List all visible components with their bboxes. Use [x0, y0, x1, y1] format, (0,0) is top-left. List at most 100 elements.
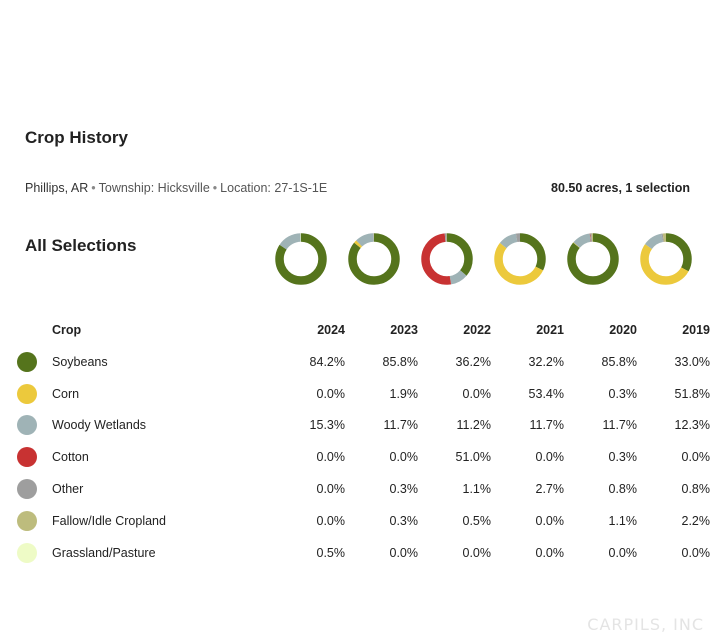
crop-percent-cell: 36.2% [455, 354, 491, 369]
crop-percent-cell: 0.3% [608, 450, 638, 465]
year-header: 2023 [390, 323, 418, 337]
crop-percent-cell: 0.0% [462, 545, 492, 560]
crop-name: Corn [52, 386, 80, 401]
year-header: 2024 [317, 323, 345, 337]
crop-percent-cell: 0.0% [462, 386, 492, 401]
donut-chart-2024 [275, 233, 327, 285]
crop-percent-cell: 0.5% [316, 545, 346, 560]
crop-percent-cell: 0.0% [389, 450, 419, 465]
swatch-header [0, 314, 52, 346]
donut-slice-other [494, 233, 546, 285]
swatch-cell [0, 378, 52, 410]
table-row: Woody Wetlands 15.3% 11.7% 11.2% 11.7% 11.7% 1… [0, 410, 710, 442]
crop-percent-cell: 15.3% [309, 418, 345, 433]
crop-color-swatch [17, 383, 37, 404]
crop-percent-cell: 0.8% [608, 482, 638, 497]
crop-percent-cell: 11.7% [383, 418, 418, 433]
crop-percent-cell: 0.0% [316, 513, 346, 528]
table-row: Soybeans 84.2% 85.8% 36.2% 32.2% 85.8% 33.0% [0, 346, 710, 378]
donut-chart-2022 [421, 233, 473, 285]
year-header: 2019 [682, 323, 710, 337]
table-row: Fallow/Idle Cropland 0.0% 0.3% 0.5% 0.0% 1.1%… [0, 505, 710, 537]
donut-slice-fallow-idle-cropland [567, 233, 619, 285]
table-row: Other 0.0% 0.3% 1.1% 2.7% 0.8% 0.8% [0, 473, 710, 505]
crop-percent-cell: 2.2% [681, 513, 711, 528]
crop-name: Grassland/Pasture [52, 545, 156, 560]
crop-history-table: Crop 2024 2023 2022 2021 2020 2019 Soybe… [0, 314, 710, 569]
donut-slice-woody-wetlands [348, 233, 400, 285]
crop-percent-cell: 0.0% [535, 450, 565, 465]
year-header: 2020 [609, 323, 637, 337]
crop-color-swatch [17, 479, 37, 500]
crop-color-swatch [17, 510, 37, 531]
crop-percent-cell: 0.0% [608, 545, 638, 560]
location-label: Location: 27-1S-1E [220, 181, 328, 195]
crop-percent-cell: 11.7% [602, 418, 637, 433]
crop-percent-cell: 0.8% [681, 482, 711, 497]
crop-name: Other [52, 482, 84, 497]
crop-percent-cell: 85.8% [382, 354, 418, 369]
crop-percent-cell: 0.0% [316, 386, 346, 401]
crop-percent-cell: 0.3% [389, 482, 419, 497]
donut-slice-corn [494, 233, 546, 285]
crop-color-swatch [17, 351, 37, 372]
year-header: 2022 [463, 323, 491, 337]
donut-chart-2021 [494, 233, 546, 285]
crop-name: Soybeans [52, 354, 108, 369]
separator-dot: • [212, 181, 218, 195]
location-line: Phillips, AR • Township: Hicksville • Locati… [25, 181, 327, 195]
crop-column-header: Crop [52, 323, 82, 337]
crop-percent-cell: 1.9% [389, 386, 419, 401]
crop-percent-cell: 51.0% [455, 450, 491, 465]
crop-color-swatch [17, 447, 37, 468]
crop-percent-cell: 0.0% [681, 545, 711, 560]
selections-title: All Selections [25, 236, 137, 255]
crop-percent-cell: 0.0% [535, 545, 565, 560]
crop-percent-cell: 0.3% [608, 386, 638, 401]
swatch-cell [0, 473, 52, 505]
crop-color-swatch [17, 415, 37, 436]
crop-percent-cell: 33.0% [674, 354, 710, 369]
donut-slice-fallow-idle-cropland [640, 233, 692, 285]
table-row: Cotton 0.0% 0.0% 51.0% 0.0% 0.3% 0.0% [0, 441, 710, 473]
crop-percent-cell: 0.0% [535, 513, 565, 528]
donut-slice-woody-wetlands [275, 233, 327, 285]
township-label: Township: Hicksville [98, 181, 210, 195]
swatch-cell [0, 410, 52, 442]
donut-slice-cotton [421, 233, 473, 285]
crop-percent-cell: 53.4% [528, 386, 564, 401]
donut-slice-corn [640, 233, 692, 285]
crop-percent-cell: 51.8% [674, 386, 710, 401]
swatch-cell [0, 346, 52, 378]
donut-chart-2020 [567, 233, 619, 285]
swatch-cell [0, 537, 52, 569]
crop-percent-cell: 84.2% [309, 354, 345, 369]
crop-percent-cell: 1.1% [608, 513, 638, 528]
page-title: Crop History [25, 128, 128, 147]
donut-chart-2023 [348, 233, 400, 285]
county-label: Phillips, AR [25, 181, 89, 195]
separator-dot: • [91, 181, 96, 195]
crop-name: Woody Wetlands [52, 418, 147, 433]
crop-percent-cell: 1.1% [462, 482, 492, 497]
crop-percent-cell: 11.2% [456, 418, 491, 433]
crop-percent-cell: 0.0% [316, 450, 346, 465]
crop-percent-cell: 12.3% [674, 418, 710, 433]
table-row: Grassland/Pasture 0.5% 0.0% 0.0% 0.0% 0.0% 0.0… [0, 537, 710, 569]
year-header: 2021 [536, 323, 564, 337]
crop-percent-cell: 0.0% [681, 450, 711, 465]
swatch-cell [0, 505, 52, 537]
crop-percent-cell: 0.0% [389, 545, 419, 560]
acreage-summary: 80.50 acres, 1 selection [551, 181, 690, 195]
table-row: Corn 0.0% 1.9% 0.0% 53.4% 0.3% 51.8% [0, 378, 710, 410]
crop-percent-cell: 0.3% [389, 513, 419, 528]
crop-percent-cell: 0.5% [462, 513, 492, 528]
swatch-cell [0, 441, 52, 473]
crop-percent-cell: 32.2% [528, 354, 564, 369]
crop-percent-cell: 85.8% [601, 354, 637, 369]
donut-slice-other [421, 233, 473, 285]
crop-color-swatch [17, 542, 37, 563]
crop-percent-cell: 11.7% [529, 418, 564, 433]
donut-chart-2019 [640, 233, 692, 285]
crop-percent-cell: 2.7% [535, 482, 565, 497]
